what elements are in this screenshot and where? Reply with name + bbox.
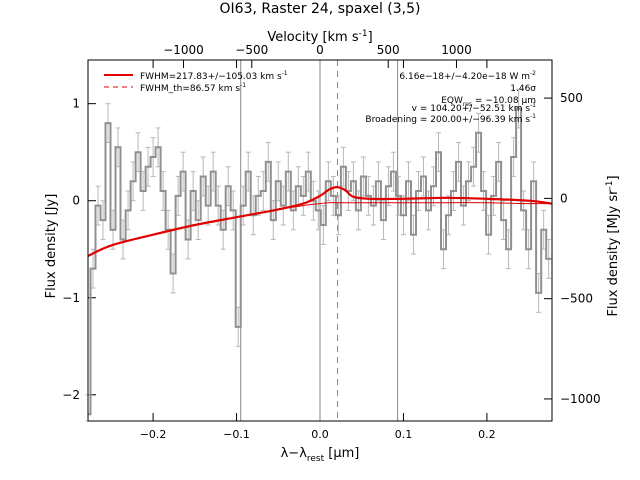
- top-tick-label: 0: [316, 43, 324, 57]
- top-axis-ticks: −1000 −500 0 500 1000: [163, 43, 472, 68]
- top-tick-label: 500: [377, 43, 400, 57]
- right-axis-ticks: −1000 −500 0 500: [544, 91, 601, 406]
- top-tick-label: −1000: [163, 43, 204, 57]
- y-tick-label: 1: [72, 97, 80, 111]
- y-tick-label: −1: [62, 291, 80, 305]
- fit-annotations: 6.16e−18+/−4.20e−18 W m-2 1.46σ EQWres =…: [365, 70, 536, 125]
- plot-frame: [87, 59, 553, 422]
- bottom-axis-ticks: −0.2 −0.1 0.0 0.1 0.2: [140, 60, 496, 441]
- y-tick-label: 0: [72, 194, 80, 208]
- x-tick-label: −0.1: [223, 428, 250, 441]
- chart-title: OI63, Raster 24, spaxel (3,5): [220, 1, 421, 17]
- annotation-flux: 6.16e−18+/−4.20e−18 W m-2: [399, 70, 536, 82]
- top-tick-label: −500: [235, 43, 268, 57]
- right-tick-label: −1000: [560, 392, 601, 406]
- top-axis-label: Velocity [km s-1]: [267, 29, 372, 45]
- legend-th-label: FWHM_th=86.57 km s-1: [140, 82, 246, 94]
- right-tick-label: −500: [560, 292, 593, 306]
- x-tick-label: 0.0: [311, 428, 329, 441]
- x-tick-label: 0.2: [478, 428, 496, 441]
- x-tick-label: −0.2: [140, 428, 167, 441]
- annotation-sigma: 1.46σ: [510, 84, 536, 94]
- fit-series: [87, 185, 553, 257]
- right-tick-label: 500: [560, 91, 583, 105]
- right-axis-label: Flux density [MJy sr-1]: [605, 175, 621, 316]
- y-tick-label: −2: [62, 388, 80, 402]
- annotation-broadening: Broadening = 200.00+/−96.39 km s-1: [365, 113, 536, 125]
- data-series: [88, 107, 552, 416]
- top-tick-label: 1000: [441, 43, 472, 57]
- y-axis-label: Flux density [Jy]: [44, 194, 59, 299]
- right-tick-label: 0: [560, 191, 568, 205]
- legend-fit-label: FWHM=217.83+/−105.03 km s-1: [140, 70, 288, 82]
- legend: FWHM=217.83+/−105.03 km s-1 FWHM_th=86.5…: [104, 70, 288, 94]
- x-axis-label: λ−λrest [μm]: [281, 446, 360, 464]
- annotation-eqw: EQWres = −10.08 μm: [441, 96, 536, 108]
- x-tick-label: 0.1: [395, 428, 413, 441]
- left-axis-ticks: −2 −1 0 1: [62, 97, 96, 402]
- annotation-velocity: v = 104.20+/−52.51 km s-1: [412, 102, 537, 114]
